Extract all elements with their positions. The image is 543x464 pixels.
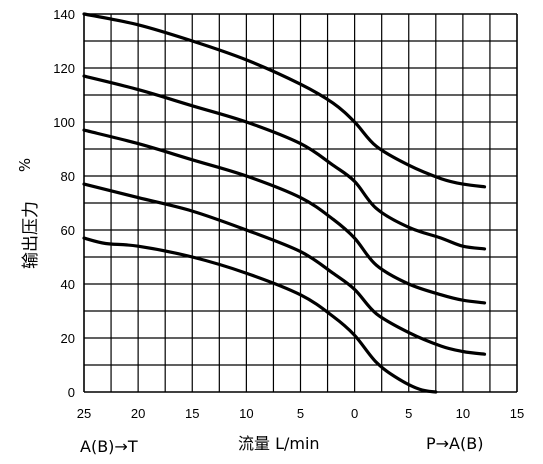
x-tick-label: 15 xyxy=(185,406,199,421)
y-axis-label: 输出压力 xyxy=(21,201,41,269)
y-tick-label: 60 xyxy=(61,223,75,238)
y-tick-label: 80 xyxy=(61,169,75,184)
series-curves xyxy=(82,12,487,394)
y-axis-unit: % xyxy=(16,158,34,172)
y-tick-label: 20 xyxy=(61,331,75,346)
y-tick-label: 140 xyxy=(53,7,75,22)
x-tick-label: 20 xyxy=(131,406,145,421)
series-curve-1 xyxy=(82,12,487,189)
y-tick-label: 100 xyxy=(53,115,75,130)
x-tick-label: 10 xyxy=(239,406,253,421)
x-tick-label: 0 xyxy=(351,406,358,421)
tick-labels: 25 20 15 10 5 0 5 10 15 0 20 40 60 80 100 120 140 xyxy=(53,7,524,421)
series-curve-2 xyxy=(82,74,487,251)
x-tick-label: 5 xyxy=(405,406,412,421)
x-tick-label: 15 xyxy=(510,406,524,421)
left-direction-label: A(B)→T xyxy=(80,437,138,456)
x-tick-label: 5 xyxy=(297,406,304,421)
x-tick-label: 25 xyxy=(77,406,91,421)
series-curve-4 xyxy=(82,182,487,356)
series-curve-5 xyxy=(82,236,438,394)
x-tick-label: 10 xyxy=(456,406,470,421)
grid-lines xyxy=(83,13,518,393)
y-tick-label: 0 xyxy=(68,385,75,400)
y-tick-label: 40 xyxy=(61,277,75,292)
x-axis-label: 流量 L/min xyxy=(238,434,320,453)
y-tick-label: 120 xyxy=(53,61,75,76)
right-direction-label: P→A(B) xyxy=(426,434,483,453)
series-curve-3 xyxy=(82,128,487,305)
